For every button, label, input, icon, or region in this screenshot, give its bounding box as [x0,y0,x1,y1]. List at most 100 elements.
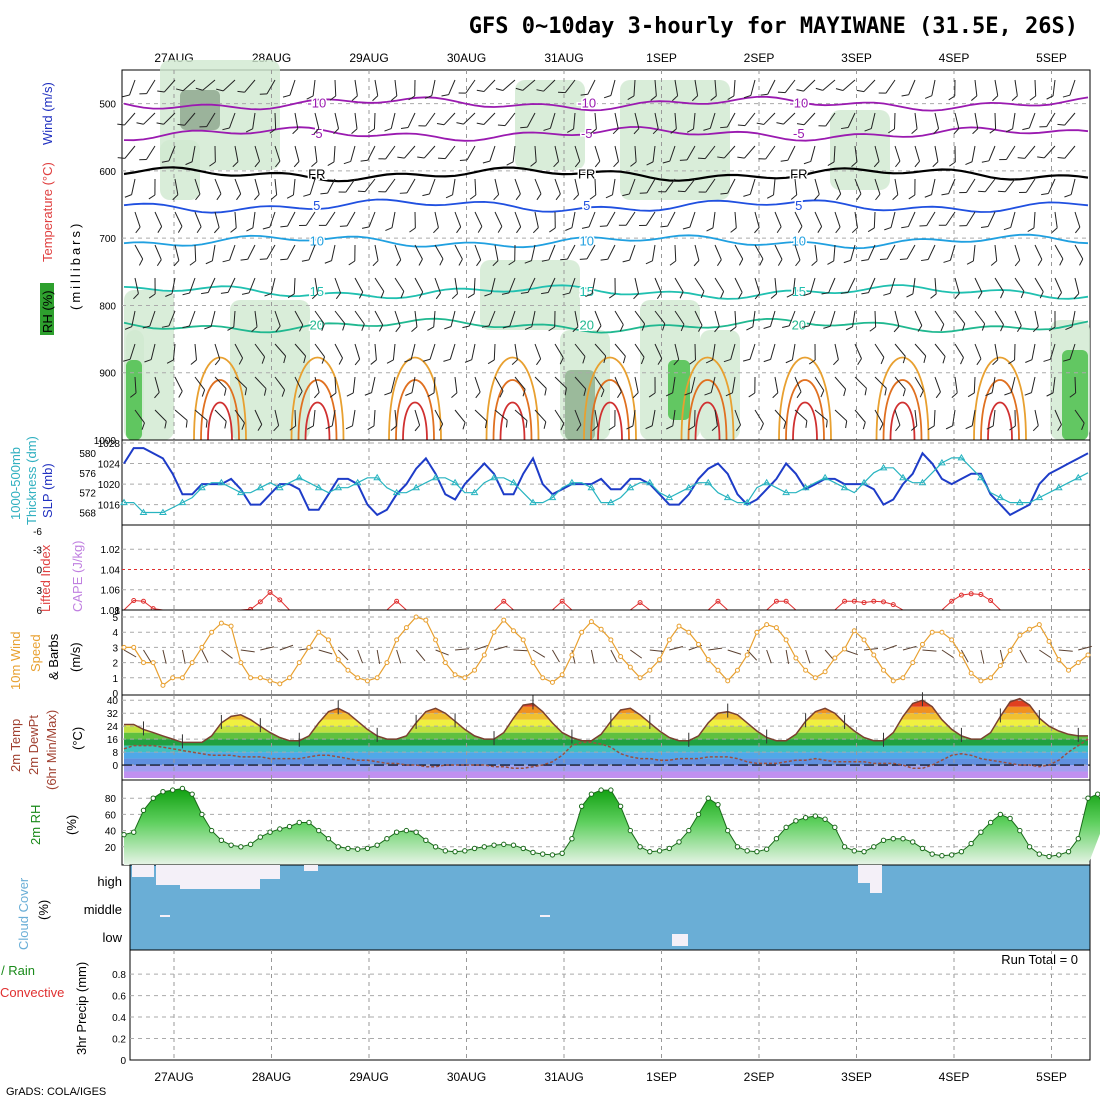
barb-flag [1020,291,1025,299]
rh-point-87 [968,840,974,847]
wind-barb-335 [734,244,744,266]
wind-barb-499 [1027,211,1036,232]
surface-barb-44 [552,649,560,663]
contour-label-0-0: -10 [307,96,326,111]
barb-shaft [131,178,136,195]
barb-flag [354,358,361,366]
wind-barb-220 [515,79,536,91]
barb-shaft [934,112,940,129]
barb-flag [1073,293,1080,300]
barb-flag [965,161,973,166]
barb-shaft [870,112,876,129]
wind-barb-219 [514,409,528,428]
barb-flag [216,88,224,92]
barb-shaft [971,145,976,162]
barb-flag [555,193,561,201]
wind-barb-315 [694,310,703,332]
warm-hump-4-1 [590,379,630,441]
rh-point-5 [169,787,176,793]
barb-shaft [146,145,156,160]
rh-blob-4 [515,80,585,170]
thickness-point-86 [957,453,966,461]
barb-shaft [612,178,616,195]
wind-barb-123 [343,145,356,165]
barb-flag [976,358,982,366]
wind-barb-232 [543,112,556,131]
barb-flag [176,88,184,92]
wind-barb-183 [444,310,456,330]
barb-flag [714,326,720,333]
cloud-unit-label: (%) [36,900,51,920]
barb-flag [780,159,788,162]
wind-speed-point-34 [452,672,458,678]
wind-speed-point-58 [686,629,692,635]
barb-shaft [825,112,836,127]
barb-shaft [674,79,679,96]
barb-shaft [346,211,356,227]
wind-barb-68 [254,145,261,168]
barb-shaft [314,310,325,325]
surface-barb-60 [708,647,723,651]
wind-barb-416 [874,376,887,396]
barb-shaft [854,343,862,359]
wind-barb-131 [345,409,356,430]
barb-flag [836,193,842,201]
wind-speed-point-57 [676,623,682,629]
barb-flag [827,161,835,167]
wind-speed-point-14 [257,675,263,681]
barb-shaft [749,178,756,195]
wind-barb-310 [679,145,696,161]
wind-speed-point-17 [287,675,293,681]
surface-barb-50 [610,649,618,663]
barb-shaft [834,178,842,195]
li-point-79 [890,602,896,608]
barb-shaft [274,310,281,327]
slp-tick-1016: 1016 [98,501,121,512]
wind-barb-248 [562,277,576,296]
barb-shaft [949,244,956,261]
wind-barb-487 [998,178,1016,193]
wind-barb-180 [454,211,462,234]
barb-shaft [803,79,816,92]
barb-shaft [894,376,906,390]
surface-barb-98 [1078,645,1092,651]
barb-flag [148,194,156,200]
barb-flag [117,123,125,126]
rh-point-94 [1036,851,1043,857]
barb-flag [237,90,245,93]
barb-flag [1063,358,1071,362]
barb-flag [590,128,597,134]
barb-flag [299,224,307,226]
wind-barb-152 [384,376,396,396]
barb-shaft [414,310,418,327]
barb-shaft [723,145,736,159]
cloud-cell-low-0 [672,934,688,946]
date-label-bottom-6: 2SEP [744,1070,775,1084]
wind-barb-524 [1065,310,1076,331]
li-point-16 [277,597,283,603]
barb-shaft [833,145,836,163]
rh-point-20 [316,827,322,834]
barb-flag [400,291,405,299]
temp-band-7 [124,726,1088,733]
barb-shaft [994,310,1004,325]
barb-shaft [574,343,586,357]
wind-speed-point-52 [627,664,633,670]
barb-flag [1048,326,1056,332]
barb-flag [989,128,996,134]
barb-shaft [591,277,596,294]
wind-barb-383 [814,376,825,398]
wind-barb-178 [438,145,456,160]
thickness-point-84 [938,458,946,466]
barb-flag [632,392,639,399]
wind-barb-265 [612,112,619,135]
barb-flag [940,324,945,332]
barb-shaft [834,376,846,390]
barb-shaft [222,79,236,92]
series-line-1 [124,457,1089,514]
barb-flag [185,420,188,428]
warm-hump-4-2 [597,401,623,441]
barb-flag [727,95,735,100]
contour-4 [123,233,1089,250]
barb-flag [737,156,745,159]
